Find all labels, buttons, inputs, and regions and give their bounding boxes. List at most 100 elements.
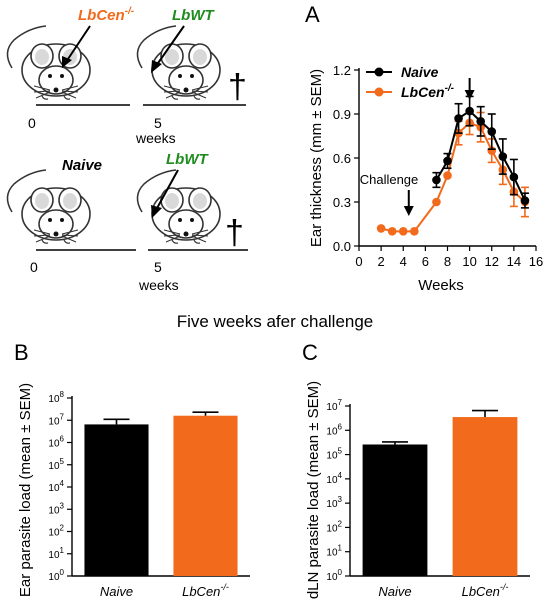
dagger-icon: † [228,68,247,106]
y-tick-label: 100 [48,568,64,583]
x-tick-label: 6 [422,254,429,269]
x-tick-label: 14 [507,254,521,269]
bar [362,444,428,576]
section-title: Five weeks afer challenge [177,312,374,331]
category-label: Naive [378,584,411,599]
y-tick-label: 106 [326,422,342,437]
chart-b-axes: 100 101 102 103 104 105 106 107 108 Naive LbCen-/- [48,390,250,599]
chart-a-ylabel: Ear thickness (mm ± SEM) [308,69,325,247]
chart-a-axes: 0 2 4 6 8 10 12 14 16 0.0 0.3 0.6 0.9 1.2 [333,63,543,269]
data-point [454,114,463,123]
x-tick-label: 0 [355,254,362,269]
chart-c-axes: 100 101 102 103 104 105 106 107 Naive LbCen-/- [326,398,530,599]
timeline-tick: 0 [28,115,36,131]
category-label: Naive [100,584,133,599]
chart-c-marks [362,409,518,576]
schematic-top-right-label: LbWT [172,7,215,24]
challenge-annotation: Challenge [360,172,419,187]
y-tick-label: 101 [326,544,342,559]
mouse-icon [6,25,91,100]
data-point [432,197,441,207]
injection-arrow [155,25,185,67]
y-tick-label: 0.6 [333,151,351,166]
data-point [476,117,485,126]
schematic-top-left-label: LbCen-/- [78,6,135,24]
data-point [376,224,386,233]
panel-letter-b: B [14,340,29,365]
dagger-icon: † [225,214,244,252]
timeline-tick: 5 [154,259,162,275]
data-point [487,127,497,136]
schematic-bottom-left-label: Naive [62,157,102,174]
data-point [443,171,452,180]
data-point [410,227,419,236]
y-tick-label: 105 [326,447,342,462]
x-tick-label: 10 [462,254,476,269]
data-point [443,156,452,166]
legend-swatch-marker [374,87,384,97]
chart-b-ylabel: Ear parasite load (mean ± SEM) [17,383,34,597]
y-tick-label: 0.9 [333,107,351,122]
y-tick-label: 104 [48,479,64,494]
chart-a-xlabel: Weeks [418,277,464,294]
data-point [398,227,408,236]
y-tick-label: 0.3 [333,195,351,210]
panel-letter-c: C [302,340,318,365]
y-tick-label: 103 [48,501,64,516]
y-tick-label: 107 [48,412,64,427]
data-point [509,172,519,182]
y-tick-label: 106 [48,435,64,450]
data-point [520,196,530,205]
chart-a-marks: Naive LbCen-/- [366,64,530,236]
chart-b-marks [84,411,238,576]
legend-label: LbCen-/- [401,83,455,100]
x-tick-label: 8 [444,254,451,269]
data-point [465,106,474,116]
timeline-unit: weeks [138,277,179,293]
y-tick-label: 100 [326,568,342,583]
mouse-icon [6,169,91,244]
injection-arrow [65,25,91,63]
y-tick-label: 105 [48,457,64,472]
schematic-bottom: Naive LbWT † 0 5 weeks [6,151,248,293]
data-point [498,152,508,161]
y-tick-label: 103 [326,495,342,510]
bar [452,417,518,576]
peak-arrow-head [464,90,475,100]
category-label: LbCen-/- [462,582,509,599]
y-tick-label: 104 [326,471,342,486]
panel-b: B 100 101 102 103 104 105 106 107 108 Naive LbCen-… [14,340,250,599]
mouse-icon [136,25,221,100]
y-tick-label: 102 [48,524,64,539]
panel-a: A 0 2 4 6 8 10 12 14 16 0.0 0.3 0.6 0.9 1.2 Naive LbCe… [305,2,543,294]
data-point [387,227,397,236]
mouse-icon [136,169,221,244]
category-label: LbCen-/- [182,582,229,599]
chart-c-ylabel: dLN parasite load (mean ± SEM) [305,381,322,599]
y-tick-label: 102 [326,519,342,534]
bar [84,424,149,576]
challenge-arrow-head [403,206,414,216]
legend-swatch-marker [374,67,384,77]
panel-letter-a: A [305,2,320,27]
y-tick-label: 0.0 [333,239,351,254]
timeline-tick: 0 [30,259,38,275]
x-tick-label: 2 [378,254,385,269]
y-tick-label: 108 [48,390,64,405]
x-tick-label: 12 [485,254,499,269]
y-tick-label: 1.2 [333,63,351,78]
injection-arrow [155,169,179,211]
schematic-top: LbCen-/- LbWT † 0 5 weeks [6,6,247,146]
y-tick-label: 101 [48,546,64,561]
y-tick-label: 107 [326,398,342,413]
timeline-unit: weeks [135,130,176,146]
x-tick-label: 4 [400,254,407,269]
x-tick-label: 16 [529,254,543,269]
schematic-bottom-right-label: LbWT [166,151,209,168]
data-point [432,175,441,185]
legend-label: Naive [401,64,439,80]
bar [173,415,238,576]
timeline-tick: 5 [154,115,162,131]
